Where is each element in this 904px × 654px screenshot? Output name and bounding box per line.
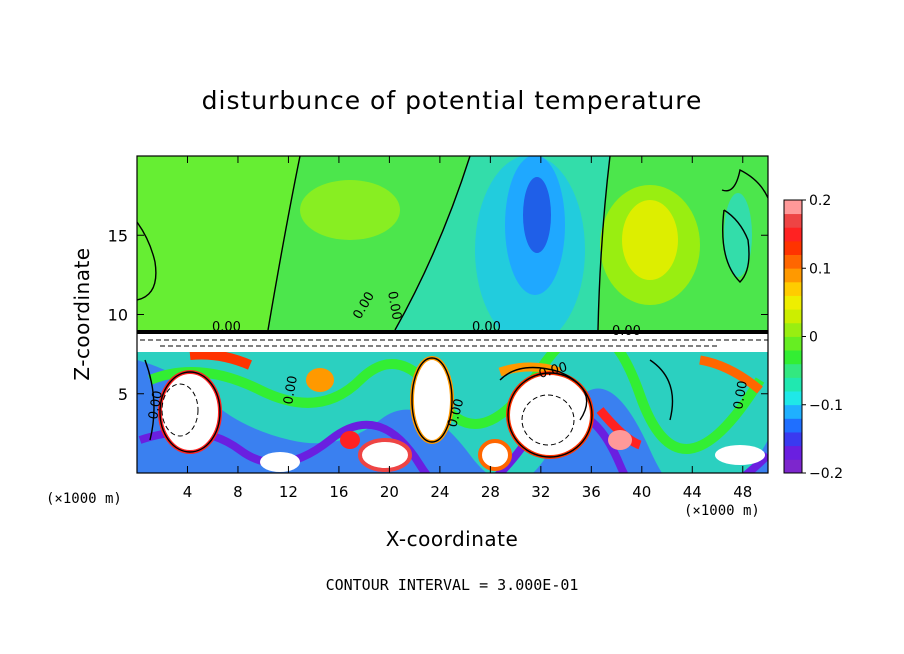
left-yellow-green-patch [300, 180, 400, 240]
colorbar-swatch [784, 268, 802, 283]
right-cool-patch [724, 193, 752, 277]
x-tick-label: 20 [380, 483, 399, 501]
colorbar-swatch [784, 213, 802, 228]
colorbar-tick-label: −0.1 [809, 398, 843, 414]
warm-patch-core [622, 200, 678, 280]
contour-label: 0.00 [281, 375, 301, 406]
colorbar-swatch [784, 459, 802, 474]
y-axis-ticks: 5 10 15 [108, 226, 768, 404]
y-tick-label: 15 [108, 226, 128, 245]
x-tick-label: 32 [531, 483, 550, 501]
colorbar-swatch [784, 200, 802, 215]
contour-label: 0.00 [384, 290, 404, 321]
contour-label: 0.00 [212, 320, 241, 335]
chart-title: disturbunce of potential temperature [201, 86, 703, 115]
contour-lines [137, 156, 768, 458]
colorbar-swatch [784, 309, 802, 324]
x-tick-label: 28 [481, 483, 500, 501]
x-tick-label: 4 [183, 483, 193, 501]
colorbar-swatch [784, 391, 802, 406]
x-tick-label: 48 [733, 483, 752, 501]
x-tick-label: 16 [329, 483, 348, 501]
x-tick-label: 36 [582, 483, 601, 501]
x-unit-label-right: (×1000 m) [684, 503, 760, 519]
colorbar-swatch [784, 281, 802, 296]
colorbar-swatch [784, 418, 802, 433]
contour-label: 0.00 [731, 380, 751, 411]
x-tick-label: 24 [430, 483, 449, 501]
contour-label: 0.00 [537, 360, 569, 382]
x-axis-label: X-coordinate [385, 527, 519, 551]
y-tick-label: 5 [118, 385, 128, 404]
colorbar-swatch [784, 404, 802, 419]
colorbar-swatch [784, 363, 802, 378]
contour-interval-note: CONTOUR INTERVAL = 3.000E-01 [325, 576, 579, 594]
colorbar-swatch [784, 377, 802, 392]
colorbar-swatch [784, 295, 802, 310]
contour-label: 0.00 [445, 397, 467, 429]
colorbar-swatch [784, 240, 802, 255]
colorbar-tick-label: 0.1 [809, 261, 831, 277]
colorbar-tick-label: −0.2 [809, 466, 843, 482]
x-tick-label: 12 [279, 483, 298, 501]
contour-label: 0.00 [472, 320, 501, 335]
colorbar-tick-label: 0.2 [809, 193, 831, 209]
left-light-green-region [137, 156, 300, 330]
cool-column-core [523, 177, 551, 253]
y-tick-label: 10 [108, 306, 128, 325]
temperature-field [137, 156, 768, 473]
colorbar-tick-label: 0 [809, 330, 818, 346]
layer-white-band [137, 334, 768, 352]
colorbar-swatch [784, 432, 802, 447]
contour-label: 0.00 [146, 390, 166, 421]
colorbar-swatch [784, 227, 802, 242]
colorbar-swatch [784, 254, 802, 269]
contour-label: 0.00 [612, 324, 641, 339]
x-tick-label: 44 [683, 483, 702, 501]
x-tick-label: 40 [632, 483, 651, 501]
colorbar-swatch [784, 336, 802, 351]
turbulent-layer [137, 352, 768, 473]
colorbar-swatch [784, 445, 802, 460]
x-tick-label: 8 [233, 483, 243, 501]
colorbar-ticks: 0.2 0.1 0 −0.1 −0.2 [802, 193, 843, 482]
x-axis-ticks: 4 8 12 16 20 24 28 32 36 40 44 48 [183, 156, 752, 501]
layer-line-thick [137, 330, 768, 334]
colorbar-swatch [784, 322, 802, 337]
x-unit-label-left: (×1000 m) [46, 491, 122, 507]
negative-contour-lines [140, 339, 768, 446]
colorbar-swatch [784, 350, 802, 365]
colorbar [783, 199, 803, 474]
